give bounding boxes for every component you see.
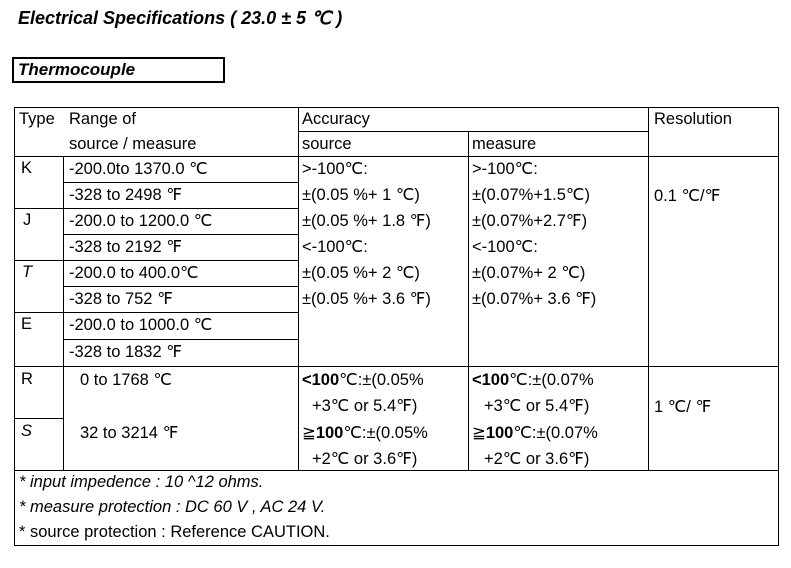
measure-accuracy: ±(0.07%+ 2 ℃) [472,264,586,282]
source-accuracy: <-100℃: [302,238,368,256]
table-divider [648,107,649,470]
text: ℃:±(0.07% [509,371,594,389]
table-divider [63,156,64,470]
header-source: source [302,135,352,153]
table-divider [63,234,298,235]
source-accuracy: ±(0.05 %+ 1 ℃) [302,186,420,204]
measure-accuracy: <-100℃: [472,238,538,256]
table-divider [298,107,299,470]
source-rs-line: +3℃ or 5.4℉) [312,397,418,415]
source-accuracy: ±(0.05 %+ 2 ℃) [302,264,420,282]
page-title: Electrical Specifications ( 23.0 ± 5 ℃ ) [18,8,343,28]
header-type: Type [19,110,55,128]
measure-accuracy: >-100℃: [472,160,538,178]
type-t: T [22,263,33,281]
type-r: R [21,370,33,388]
table-border [14,545,778,546]
text: ℃:±(0.05% [339,371,424,389]
source-rs-line: +2℃ or 3.6℉) [312,450,418,468]
table-divider [14,156,778,157]
header-range-sub: source / measure [69,135,197,153]
table-divider [14,260,298,261]
source-accuracy: ±(0.05 %+ 1.8 ℉) [302,212,431,230]
type-k: K [21,159,33,177]
range-cell: -328 to 752 ℉ [69,290,173,308]
bold-text: 100 [485,424,514,442]
note: * source protection : Reference CAUTION. [19,523,330,541]
type-e: E [21,315,33,333]
header-range: Range of [69,110,136,128]
bold-text: <100 [302,371,340,389]
note: * measure protection : DC 60 V , AC 24 V… [19,498,326,516]
table-divider [298,131,648,132]
symbol: ≧ [302,424,316,442]
text: ℃:±(0.05% [343,424,428,442]
table-divider [14,470,778,471]
table-divider [468,131,469,470]
source-accuracy: >-100℃: [302,160,368,178]
bold-text: 100 [315,424,344,442]
measure-rs-line: +3℃ or 5.4℉) [484,397,590,415]
range-cell: -200.0 to 1200.0 ℃ [69,212,213,230]
measure-rs-line: +2℃ or 3.6℉) [484,450,590,468]
symbol: ≧ [472,424,486,442]
type-s: S [21,422,33,440]
source-rs-line: ≧100℃:±(0.05% [302,423,428,443]
header-accuracy: Accuracy [302,110,370,128]
range-cell: -200.0 to 400.0℃ [69,264,199,282]
table-divider [14,418,63,419]
range-s: 32 to 3214 ℉ [80,424,179,442]
measure-accuracy: ±(0.07%+2.7℉) [472,212,588,230]
measure-accuracy: ±(0.07%+ 3.6 ℉) [472,290,597,308]
table-divider [14,312,298,313]
table-divider [63,182,298,183]
table-divider [63,286,298,287]
source-rs-line: <100℃:±(0.05% [302,370,424,390]
table-divider [63,339,298,340]
table-divider [14,366,778,367]
measure-rs-line: <100℃:±(0.07% [472,370,594,390]
section-label: Thermocouple [12,57,225,83]
resolution-value: 1 ℃/ ℉ [654,398,712,416]
header-resolution: Resolution [654,110,732,128]
resolution-value: 0.1 ℃/℉ [654,187,721,205]
range-r: 0 to 1768 ℃ [80,371,172,389]
table-border [778,107,779,546]
range-cell: -328 to 1832 ℉ [69,343,182,361]
range-cell: -328 to 2498 ℉ [69,186,182,204]
table-border [14,107,778,108]
text: ℃:±(0.07% [513,424,598,442]
bold-text: <100 [472,371,510,389]
range-cell: -200.0to 1370.0 ℃ [69,160,208,178]
table-divider [14,208,298,209]
table-border [14,107,15,546]
header-measure: measure [472,135,537,153]
measure-accuracy: ±(0.07%+1.5℃) [472,186,590,204]
range-cell: -328 to 2192 ℉ [69,238,182,256]
measure-rs-line: ≧100℃:±(0.07% [472,423,598,443]
note: * input impedence : 10 ^12 ohms. [19,473,264,491]
range-cell: -200.0 to 1000.0 ℃ [69,316,213,334]
type-j: J [23,211,32,229]
source-accuracy: ±(0.05 %+ 3.6 ℉) [302,290,431,308]
